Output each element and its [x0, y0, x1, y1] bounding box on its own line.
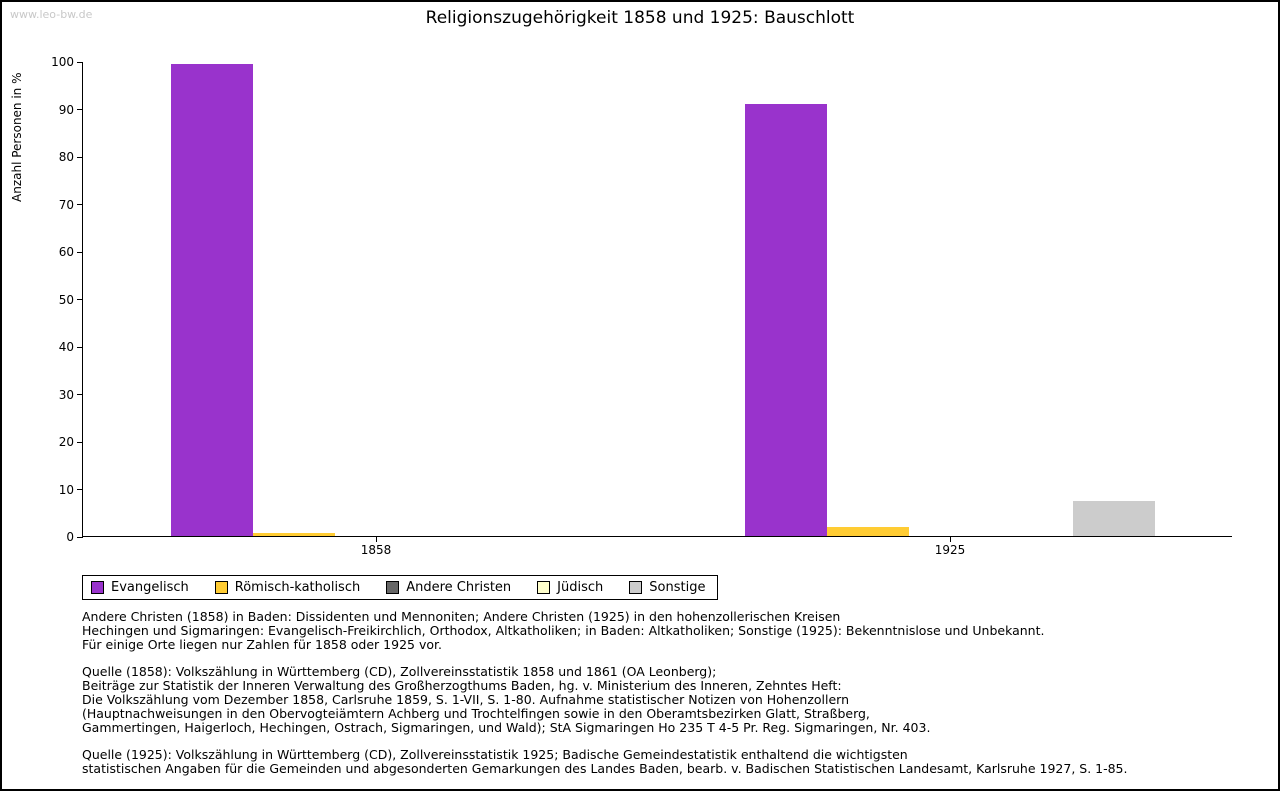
footnote-line: Andere Christen (1858) in Baden: Disside… — [82, 609, 841, 624]
y-tick-mark — [77, 346, 83, 348]
y-tick-mark — [77, 441, 83, 443]
legend-item-j-disch: Jüdisch — [537, 580, 603, 595]
y-tick-mark — [77, 251, 83, 253]
y-tick-mark — [77, 61, 83, 63]
footnote-line: (Hauptnachweisungen in den Obervogteiämt… — [82, 705, 870, 721]
y-tick-label: 20 — [58, 435, 74, 449]
y-tick-label: 0 — [66, 530, 74, 544]
y-tick-label: 90 — [58, 102, 74, 117]
footnote-line: Beiträge zur Statistik der Inneren Verwa… — [82, 678, 842, 694]
y-tick-label: 50 — [58, 292, 74, 307]
y-tick-mark — [77, 536, 83, 538]
legend-item-r-misch-katholisch: Römisch-katholisch — [214, 580, 361, 595]
legend-label: Andere Christen — [406, 580, 512, 595]
footnote-paragraph-3: Quelle (1925): Volkszählung in Württembe… — [82, 748, 1127, 776]
legend-label: Sonstige — [649, 580, 706, 595]
y-tick-label: 60 — [58, 245, 74, 259]
footnote-line: Für einige Orte liegen nur Zahlen für 18… — [82, 636, 442, 652]
bar-sonstige-1925 — [1073, 501, 1155, 536]
bar-evangelisch-1925 — [745, 103, 827, 536]
footnote-paragraph-2: Quelle (1858): Volkszählung in Württembe… — [82, 665, 1127, 734]
y-tick-mark — [77, 394, 83, 395]
legend-swatch — [386, 581, 400, 594]
y-tick-mark — [77, 489, 83, 490]
legend-swatch — [629, 581, 643, 594]
x-tick-mark — [376, 537, 377, 542]
legend-label: Jüdisch — [557, 580, 604, 595]
y-tick-label: 10 — [58, 482, 74, 497]
legend-swatch — [214, 581, 228, 594]
footnote-line: statistischen Angaben für die Gemeinden … — [82, 761, 1128, 777]
legend-label: Römisch-katholisch — [234, 580, 361, 595]
bar-evangelisch-1858 — [171, 64, 253, 536]
legend-item-andere-christen: Andere Christen — [386, 580, 511, 595]
x-tick-mark — [950, 537, 951, 542]
watermark-leo-bw: www.leo-bw.de — [10, 8, 93, 21]
y-tick-label: 40 — [58, 340, 74, 354]
y-tick-mark — [77, 299, 83, 300]
footnote-line: Quelle (1925): Volkszählung in Württembe… — [82, 747, 908, 763]
y-tick-mark — [77, 204, 83, 205]
footnote-paragraph-1: Andere Christen (1858) in Baden: Disside… — [82, 610, 1127, 651]
legend-swatch — [91, 581, 104, 594]
bar-r-misch-katholisch-1925 — [827, 527, 909, 536]
footnote-line: Hechingen und Sigmaringen: Evangelisch-F… — [82, 622, 1045, 638]
y-tick-mark — [77, 109, 83, 110]
chart-legend: Evangelisch Römisch-katholisch Andere Chri… — [82, 575, 719, 600]
x-tick-label-1858: 1858 — [360, 543, 392, 557]
y-axis-label: Anzahl Personen in % — [10, 72, 24, 202]
footnotes: Andere Christen (1858) in Baden: Disside… — [82, 610, 1127, 789]
y-tick-mark — [77, 156, 83, 158]
x-tick-label-1925: 1925 — [934, 543, 966, 557]
y-tick-label: 100 — [51, 55, 74, 69]
y-tick-label: 70 — [58, 197, 74, 212]
y-tick-label: 30 — [58, 387, 74, 402]
legend-item-evangelisch: Evangelisch — [91, 580, 189, 595]
legend-swatch — [537, 581, 551, 594]
legend-label: Evangelisch — [111, 580, 189, 595]
footnote-line: Gammertingen, Haigerloch, Hechingen, Ost… — [82, 719, 931, 735]
chart-title: Religionszugehörigkeit 1858 und 1925: Ba… — [425, 8, 855, 28]
plot-area: 0 10 20 30 40 50 60 70 80 90 100 1858 1925 — [51, 56, 1232, 557]
legend-item-sonstige: Sonstige — [629, 580, 705, 595]
y-tick-label: 80 — [58, 150, 74, 164]
footnote-line: Die Volkszählung vom Dezember 1858, Carl… — [82, 691, 850, 707]
bar-r-misch-katholisch-1858 — [253, 532, 335, 536]
footnote-line: Quelle (1858): Volkszählung in Württembe… — [82, 664, 717, 680]
